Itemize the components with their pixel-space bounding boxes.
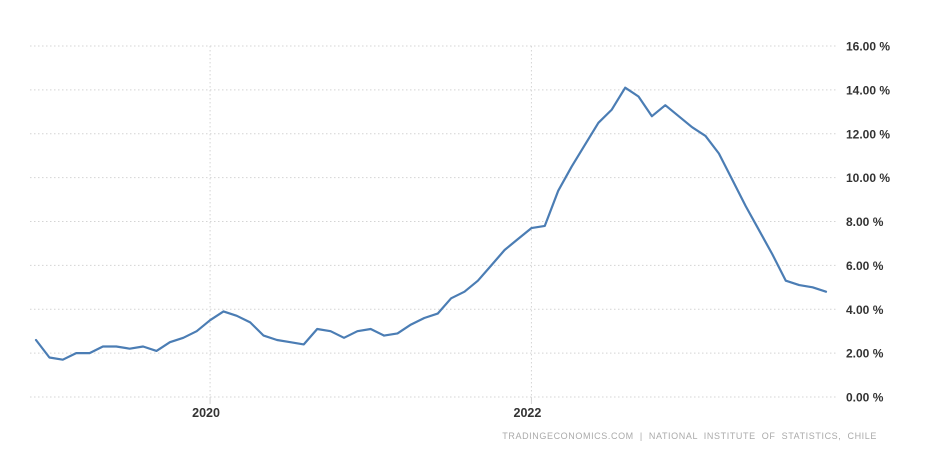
y-axis-tick-label: 10.00 % xyxy=(846,171,890,185)
y-axis-tick-label: 6.00 % xyxy=(846,259,884,273)
y-axis-tick-label: 0.00 % xyxy=(846,391,884,405)
y-axis-tick-label: 4.00 % xyxy=(846,303,884,317)
inflation-line-series[interactable] xyxy=(34,86,828,361)
attribution-text: TRADINGECONOMICS.COM | NATIONAL INSTITUT… xyxy=(502,431,877,441)
x-axis-tick-label: 2020 xyxy=(192,406,220,420)
y-axis-tick-label: 12.00 % xyxy=(846,127,890,141)
y-axis-tick-label: 2.00 % xyxy=(846,347,884,361)
x-axis-tick-label: 2022 xyxy=(514,406,542,420)
y-axis-tick-label: 16.00 % xyxy=(846,40,890,54)
y-axis-tick-label: 8.00 % xyxy=(846,215,884,229)
y-axis-tick-label: 14.00 % xyxy=(846,83,890,97)
